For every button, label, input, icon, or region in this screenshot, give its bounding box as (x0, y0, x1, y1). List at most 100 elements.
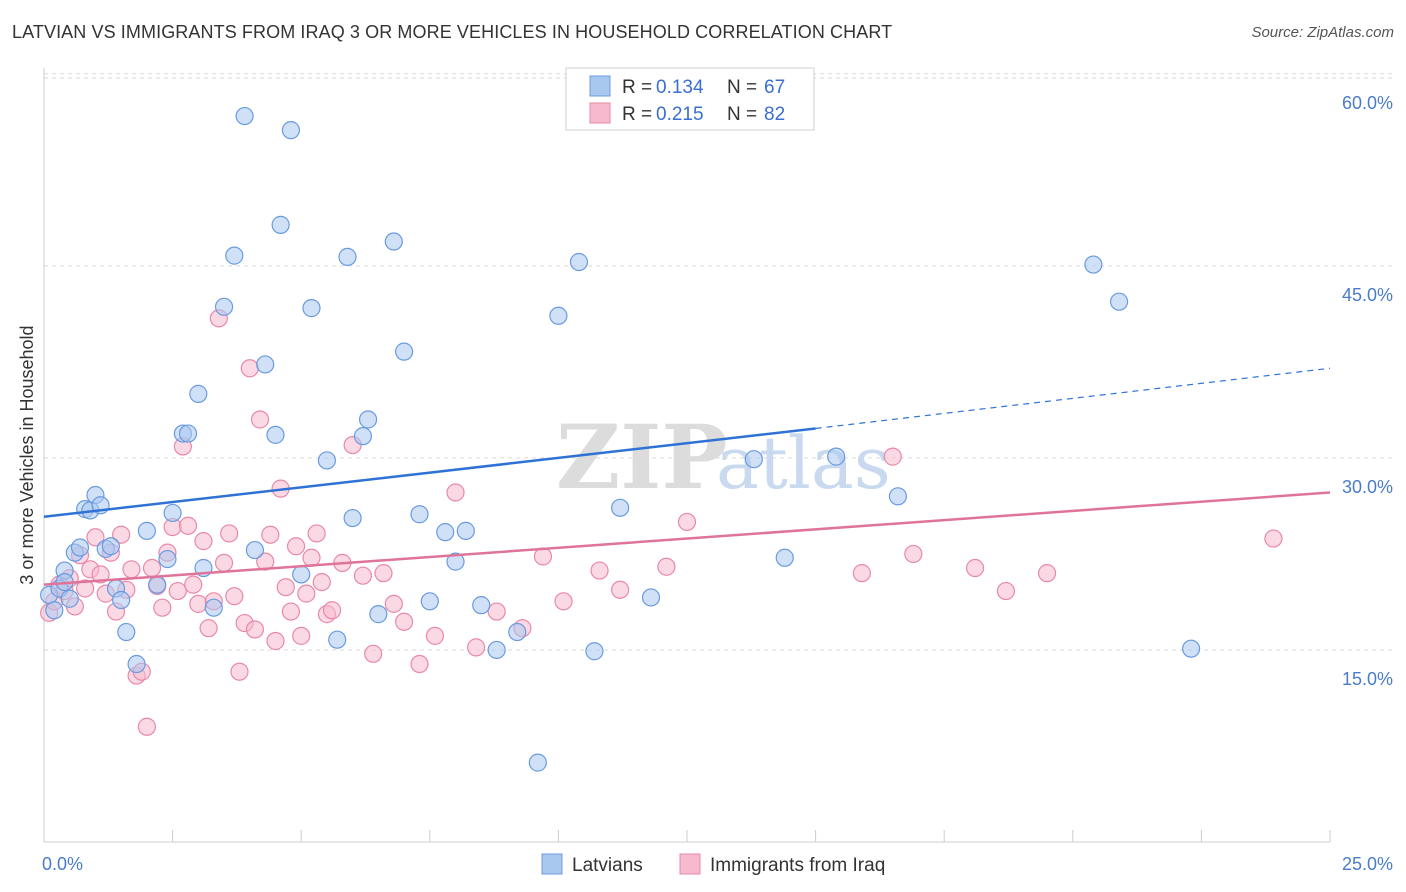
iraq-point-20 (142, 558, 162, 578)
legend-swatch-latvians (589, 75, 611, 97)
iraq-point-36 (225, 587, 244, 606)
x-tick-label-min: 0.0% (42, 854, 83, 874)
iraq-point-48 (286, 537, 306, 556)
iraq-point-81 (1264, 529, 1283, 548)
iraq-point-58 (353, 566, 373, 585)
bottom-legend-swatch-iraq (679, 853, 701, 875)
series-legend: Latvians Immigrants from Iraq (541, 853, 885, 876)
latvians-point-23 (178, 424, 198, 443)
latvians-point-64 (1084, 255, 1103, 274)
iraq-point-53 (312, 572, 331, 592)
iraq-point-65 (446, 483, 465, 502)
chart-title: LATVIAN VS IMMIGRANTS FROM IRAQ 3 OR MOR… (12, 22, 893, 42)
trend-lines (43, 367, 1331, 586)
legend-swatch-iraq (589, 102, 611, 124)
iraq-point-40 (245, 620, 265, 639)
latvians-point-15 (112, 590, 131, 610)
y-tick-label-2: 30.0% (1342, 477, 1393, 497)
source-credit: Source: ZipAtlas.com (1251, 24, 1394, 41)
trend-line-latvians-extension (815, 367, 1331, 430)
iraq-point-67 (487, 602, 506, 621)
watermark-zip: ZIP (556, 405, 728, 509)
iraq-point-7 (76, 579, 95, 598)
iraq-point-51 (302, 548, 321, 567)
latvians-point-48 (436, 523, 455, 542)
latvians-point-40 (343, 508, 362, 528)
legend-r-value-iraq: 0.215 (656, 104, 704, 125)
latvians-point-28 (225, 246, 244, 265)
latvians-point-43 (369, 605, 388, 624)
latvians-point-42 (358, 410, 378, 429)
trend-line-iraq (43, 491, 1331, 586)
latvians-point-17 (127, 654, 146, 674)
iraq-point-61 (384, 594, 403, 613)
latvians-point-37 (317, 451, 337, 470)
latvians-point-21 (163, 503, 182, 523)
iraq-point-42 (256, 552, 275, 571)
latvians-point-65 (1109, 292, 1129, 311)
iraq-point-47 (281, 602, 301, 621)
iraq-point-78 (965, 558, 985, 578)
iraq-point-70 (554, 592, 573, 611)
latvians-point-24 (189, 384, 208, 403)
iraq-point-73 (657, 557, 676, 576)
iraq-point-22 (153, 598, 172, 617)
legend-n-label-iraq: N = (727, 104, 757, 125)
latvians-point-38 (328, 630, 347, 649)
latvians-point-18 (137, 521, 156, 540)
latvians-point-60 (744, 450, 763, 469)
iraq-point-27 (178, 516, 198, 535)
watermark-atlas: atlas (716, 421, 891, 505)
latvians-point-26 (204, 598, 223, 617)
latvians-point-16 (117, 622, 136, 642)
iraq-point-35 (220, 524, 239, 543)
series-iraq-points (40, 309, 1283, 736)
latvians-point-19 (148, 575, 167, 594)
iraq-point-31 (199, 619, 218, 638)
y-tick-labels: 60.0% 45.0% 30.0% 15.0% (1342, 93, 1393, 689)
latvians-point-33 (271, 215, 290, 234)
latvians-point-49 (446, 552, 465, 571)
iraq-point-80 (1037, 564, 1057, 583)
latvians-point-53 (508, 622, 527, 642)
bottom-legend-label-latvians: Latvians (572, 855, 643, 876)
latvians-point-1 (45, 601, 64, 620)
legend-r-label-iraq: R = (622, 104, 652, 125)
latvians-point-56 (569, 252, 589, 272)
latvians-point-47 (420, 592, 439, 611)
latvians-point-29 (235, 106, 254, 126)
y-axis-title: 3 or more Vehicles in Household (17, 325, 37, 584)
iraq-point-29 (189, 594, 208, 613)
watermark: ZIP atlas (556, 405, 891, 509)
y-tick-label-0: 60.0% (1342, 93, 1393, 113)
latvians-point-36 (302, 299, 321, 318)
latvians-point-32 (266, 425, 285, 444)
iraq-point-43 (261, 525, 280, 544)
iraq-point-41 (250, 410, 270, 429)
latvians-point-51 (472, 596, 491, 615)
iraq-point-72 (611, 580, 630, 599)
legend-r-value-latvians: 0.134 (656, 77, 704, 98)
legend-n-value-iraq: 82 (764, 104, 785, 125)
latvians-point-35 (292, 565, 311, 584)
latvians-point-62 (827, 447, 846, 466)
latvians-point-66 (1182, 639, 1201, 658)
bottom-legend-label-iraq: Immigrants from Iraq (710, 855, 885, 876)
iraq-point-16 (122, 560, 141, 579)
latvians-point-44 (384, 232, 403, 251)
latvians-point-45 (394, 342, 414, 361)
iraq-point-30 (194, 532, 213, 551)
iraq-point-14 (112, 525, 131, 544)
x-tick-label-max: 25.0% (1342, 854, 1393, 874)
iraq-point-25 (168, 581, 187, 601)
y-tick-label-3: 15.0% (1342, 669, 1393, 689)
latvians-point-52 (487, 640, 506, 660)
iraq-point-39 (240, 359, 259, 378)
iraq-point-44 (266, 631, 285, 651)
iraq-point-75 (852, 564, 871, 583)
iraq-point-55 (322, 601, 342, 620)
iraq-point-46 (276, 578, 295, 597)
iraq-point-28 (184, 575, 203, 594)
latvians-point-59 (641, 588, 661, 607)
